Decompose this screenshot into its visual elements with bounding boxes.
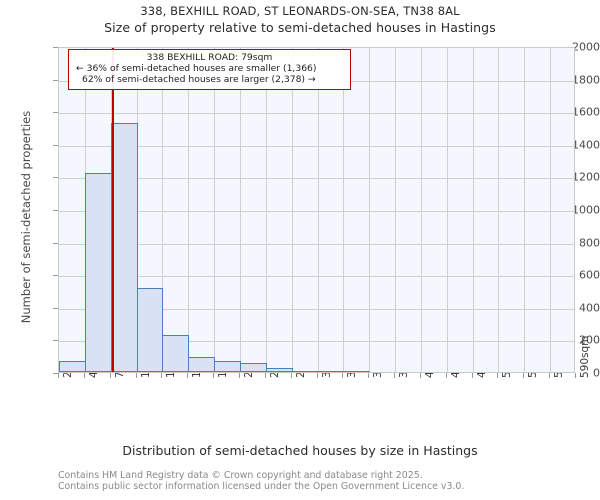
gridline-horizontal: [59, 341, 574, 343]
gridline-vertical: [292, 48, 293, 372]
chart-subtitle: Size of property relative to semi-detach…: [104, 20, 496, 35]
histogram-bar: [111, 122, 138, 372]
gridline-vertical: [498, 48, 499, 372]
gridline-horizontal: [59, 113, 574, 115]
x-axis-tick-mark: [291, 373, 292, 378]
footer-attribution: Contains HM Land Registry data © Crown c…: [58, 470, 598, 492]
x-axis-tick-mark: [136, 373, 137, 378]
footer-line-2: Contains public sector information licen…: [58, 481, 465, 492]
gridline-vertical: [343, 48, 344, 372]
gridline-vertical: [447, 48, 448, 372]
x-axis-tick-mark: [317, 373, 318, 378]
gridline-horizontal: [59, 211, 574, 212]
y-axis-tick-mark: [53, 144, 58, 146]
y-axis-tick-mark: [53, 307, 58, 309]
histogram-bar: [137, 288, 163, 372]
x-axis-tick-mark: [58, 373, 59, 378]
y-axis-tick-mark: [53, 79, 58, 81]
gridline-vertical: [395, 48, 396, 372]
x-axis-tick-mark: [394, 373, 395, 378]
x-axis-tick-mark: [497, 373, 498, 378]
gridline-vertical: [524, 48, 525, 372]
footer-line-1: Contains HM Land Registry data © Crown c…: [58, 470, 423, 481]
y-axis-tick-label: 400: [579, 301, 600, 315]
histogram-bar: [188, 357, 215, 372]
gridline-horizontal: [59, 243, 574, 245]
gridline-vertical: [473, 48, 474, 372]
y-axis-tick-mark: [53, 275, 58, 277]
x-axis-tick-label: 590sqm: [579, 335, 591, 378]
y-axis-tick-label: 1400: [572, 138, 600, 152]
property-marker-line: [111, 48, 114, 372]
y-axis-tick-label: 1000: [572, 203, 600, 217]
x-axis-tick-mark: [213, 373, 214, 378]
gridline-vertical: [318, 48, 319, 372]
gridline-vertical: [162, 48, 163, 372]
histogram-bar: [240, 363, 267, 372]
chart-title: 338, BEXHILL ROAD, ST LEONARDS-ON-SEA, T…: [140, 4, 460, 18]
annotation-line-2: ← 36% of semi-detached houses are smalle…: [76, 63, 317, 75]
y-axis-tick-label: 1800: [572, 73, 600, 87]
plot-area: [58, 47, 575, 373]
y-axis-tick-mark: [53, 340, 58, 342]
y-axis-tick-label: 200: [579, 333, 600, 347]
y-axis-tick-mark: [53, 177, 58, 179]
x-axis-tick-mark: [549, 373, 550, 378]
x-axis-tick-mark: [368, 373, 369, 378]
gridline-horizontal: [59, 145, 574, 147]
gridline-vertical: [240, 48, 241, 372]
y-axis-tick-mark: [53, 210, 58, 211]
gridline-vertical: [266, 48, 267, 372]
histogram-bar: [162, 335, 189, 372]
gridline-vertical: [421, 48, 422, 372]
y-axis-tick-label: 1600: [572, 105, 600, 119]
x-axis-tick-mark: [265, 373, 266, 378]
y-axis-tick-label: 600: [579, 268, 600, 282]
x-axis-title: Distribution of semi-detached houses by …: [122, 443, 478, 458]
x-axis-tick-mark: [446, 373, 447, 378]
x-axis-tick-mark: [472, 373, 473, 378]
x-axis-tick-mark: [161, 373, 162, 378]
histogram-bars: [59, 48, 574, 372]
y-axis-tick-mark: [53, 242, 58, 244]
y-axis-tick-label: 2000: [572, 40, 600, 54]
x-axis-tick-mark: [187, 373, 188, 378]
x-axis-tick-mark: [110, 373, 111, 378]
y-axis-tick-label: 0: [593, 366, 600, 380]
gridline-horizontal: [59, 178, 574, 180]
y-axis-tick-mark: [53, 373, 58, 374]
annotation-box: 338 BEXHILL ROAD: 79sqm ← 36% of semi-de…: [68, 49, 351, 90]
gridline-horizontal: [59, 308, 574, 310]
x-axis-tick-mark: [523, 373, 524, 378]
gridline-vertical: [369, 48, 370, 372]
y-axis-title: Number of semi-detached properties: [19, 110, 33, 324]
bar-baseline: [59, 371, 369, 372]
y-axis-tick-label: 1200: [572, 170, 600, 184]
gridline-vertical: [550, 48, 551, 372]
y-axis-tick-mark: [53, 47, 58, 48]
x-axis-tick-mark: [420, 373, 421, 378]
x-axis-tick-mark: [84, 373, 85, 378]
gridline-vertical: [188, 48, 189, 372]
histogram-bar: [266, 367, 293, 372]
histogram-bar: [85, 173, 112, 372]
x-axis-tick-mark: [575, 373, 576, 378]
x-axis-tick-mark: [342, 373, 343, 378]
gridline-horizontal: [59, 276, 574, 278]
annotation-line-3: 62% of semi-detached houses are larger (…: [82, 74, 316, 86]
y-axis-tick-mark: [53, 112, 58, 114]
y-axis-tick-label: 800: [579, 236, 600, 250]
annotation-line-1: 338 BEXHILL ROAD: 79sqm: [146, 52, 273, 63]
gridline-vertical: [214, 48, 215, 372]
x-axis-tick-mark: [239, 373, 240, 378]
